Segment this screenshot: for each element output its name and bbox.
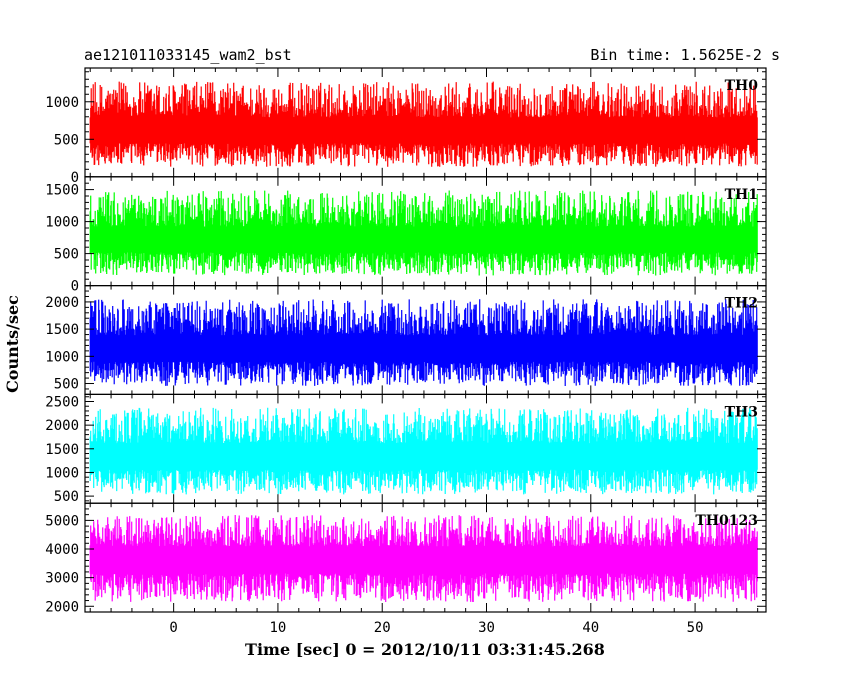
panel-label-th0123: TH0123 [695,513,758,529]
y-tick-label-th3: 1000 [45,465,79,481]
series-line-th2 [89,299,758,386]
y-tick-label-th1: 1000 [45,215,79,231]
y-tick-label-th2: 1500 [45,322,79,338]
series-line-th3 [89,407,758,495]
y-tick-label-th2: 500 [54,377,79,393]
panel-th0: 0 500 1000 TH0 [45,67,767,186]
x-tick-label: 20 [374,620,391,636]
panel-th3: 500 1000 1500 2000 2500 TH3 [45,393,767,505]
y-tick-label-th3: 500 [54,489,79,505]
panels-group: 0 500 1000 TH0 0 500 1000 1500 TH1 500 1000 1500 200… [45,67,767,615]
panel-th0123: 2000 3000 4000 5000 TH0123 [45,502,767,615]
y-tick-label-th0: 500 [54,132,79,148]
panel-th2: 500 1000 1500 2000 TH2 [45,285,767,396]
y-tick-label-th3: 1500 [45,442,79,458]
x-tick-label: 40 [582,620,599,636]
series-line-th0123 [89,515,758,603]
y-tick-label-th0123: 5000 [45,513,79,529]
x-axis: 0 10 20 30 40 50 [169,620,703,636]
x-tick-label: 50 [687,620,704,636]
y-tick-label-th1: 500 [54,247,79,263]
y-tick-label-th3: 2000 [45,418,79,434]
x-tick-label: 10 [270,620,287,636]
y-tick-label-th0123: 4000 [45,542,79,558]
x-axis-title: Time [sec] 0 = 2012/10/11 03:31:45.268 [245,640,605,659]
chart-title-left: ae121011033145_wam2_bst [84,46,292,64]
panel-label-th1: TH1 [725,187,758,203]
panel-label-th2: TH2 [725,296,758,312]
x-tick-label: 0 [169,620,177,636]
series-line-th1 [89,190,758,276]
y-tick-label-th2: 2000 [45,295,79,311]
y-axis-title: Counts/sec [3,295,22,393]
y-tick-label-th0: 1000 [45,95,79,111]
panel-th1: 0 500 1000 1500 TH1 [45,176,767,295]
y-tick-label-th1: 0 [71,279,79,295]
y-tick-label-th2: 1000 [45,349,79,365]
y-tick-label-th1: 1500 [45,183,79,199]
panel-frame [84,502,767,613]
series-line-th0 [89,81,758,167]
y-tick-label-th0123: 3000 [45,571,79,587]
y-tick-label-th0123: 2000 [45,599,79,615]
y-tick-label-th3: 2500 [45,394,79,410]
x-tick-label: 30 [478,620,495,636]
panel-label-th3: TH3 [725,404,758,420]
panel-label-th0: TH0 [725,78,759,94]
y-tick-label-th0: 0 [71,170,79,186]
chart-title-right: Bin time: 1.5625E-2 s [590,46,780,64]
